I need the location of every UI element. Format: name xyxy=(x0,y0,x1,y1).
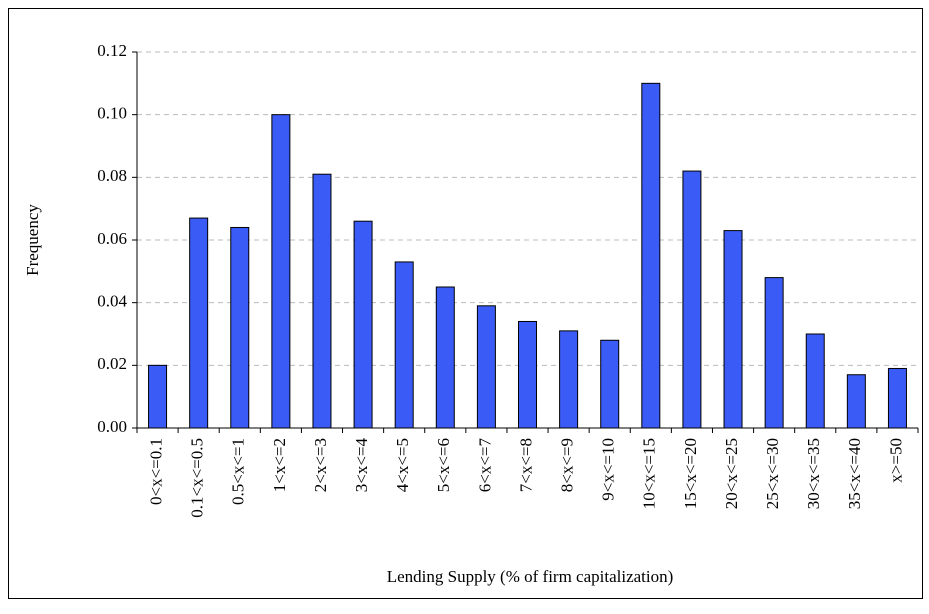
x-tick-label: 1<x<=2 xyxy=(270,438,289,492)
y-tick-label: 0.08 xyxy=(97,166,127,185)
y-axis-title: Frequency xyxy=(23,204,42,276)
x-tick-label: 7<x<=8 xyxy=(516,438,535,492)
x-tick-label: 9<x<=10 xyxy=(599,438,618,501)
bar xyxy=(518,320,537,429)
x-tick-label: x>=50 xyxy=(886,438,905,483)
x-tick-label: 0.1<x<=0.5 xyxy=(188,438,207,518)
x-tick-label: 20<x<=25 xyxy=(722,438,741,509)
chart-border xyxy=(8,8,923,599)
x-tick-label: 15<x<=20 xyxy=(681,438,700,509)
x-tick-label: 0<x<=0.1 xyxy=(146,438,165,505)
x-tick-label: 10<x<=15 xyxy=(640,438,659,509)
bar xyxy=(682,170,702,429)
bar xyxy=(846,374,866,429)
x-tick-label: 6<x<=7 xyxy=(475,438,494,493)
x-tick-label: 8<x<=9 xyxy=(558,438,577,492)
y-tick-label: 0.10 xyxy=(97,104,127,123)
bar xyxy=(189,217,209,429)
x-tick-label: 4<x<=5 xyxy=(393,438,412,492)
x-axis-title: Lending Supply (% of firm capitalization… xyxy=(387,567,674,586)
bar xyxy=(435,286,455,429)
bar xyxy=(600,339,620,429)
bar xyxy=(805,333,825,429)
x-tick-label: 3<x<=4 xyxy=(352,438,371,493)
x-tick-label: 5<x<=6 xyxy=(434,438,453,492)
x-tick-label: 35<x<=40 xyxy=(845,438,864,509)
bar xyxy=(394,261,414,429)
bar xyxy=(476,305,496,429)
bar xyxy=(559,330,579,429)
y-tick-label: 0.04 xyxy=(97,292,127,311)
x-tick-label: 0.5<x<=1 xyxy=(229,438,248,505)
bar xyxy=(230,226,250,429)
y-tick-label: 0.12 xyxy=(97,41,127,60)
y-tick-label: 0.06 xyxy=(97,229,127,248)
x-tick-label: 30<x<=35 xyxy=(804,438,823,509)
bar xyxy=(312,173,332,429)
x-tick-label: 25<x<=30 xyxy=(763,438,782,509)
bar xyxy=(148,364,168,429)
bar xyxy=(353,220,373,429)
y-tick-label: 0.02 xyxy=(97,354,127,373)
bar xyxy=(723,230,743,429)
bar xyxy=(887,367,907,429)
bar xyxy=(271,114,291,429)
x-tick-label: 2<x<=3 xyxy=(311,438,330,492)
bar xyxy=(764,277,784,429)
y-tick-label: 0.00 xyxy=(97,417,127,436)
bar xyxy=(641,82,661,429)
